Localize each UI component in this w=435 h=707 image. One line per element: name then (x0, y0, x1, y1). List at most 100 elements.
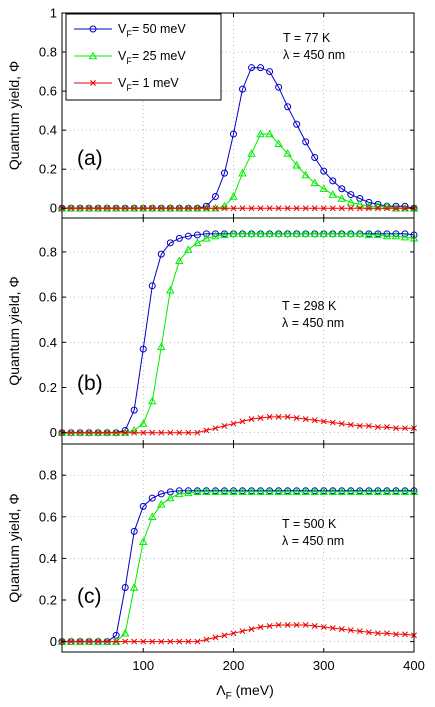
data-point-triangle (138, 419, 148, 427)
y-tick-label: 0.6 (39, 84, 57, 99)
data-point-x (302, 416, 309, 423)
y-tick-label: 0.8 (39, 45, 57, 60)
data-point-triangle (229, 487, 238, 496)
data-point-x (194, 429, 201, 436)
data-point-x (167, 638, 174, 645)
data-point-x (266, 413, 273, 420)
data-point-triangle (292, 229, 301, 238)
data-point-triangle (283, 487, 292, 496)
data-point-x (212, 634, 219, 641)
data-point-triangle (400, 487, 410, 496)
data-point-circle (374, 200, 382, 208)
data-point-triangle (184, 245, 193, 253)
data-point-x (68, 205, 74, 212)
x-tick-label: 400 (403, 658, 425, 673)
data-point-circle (338, 185, 346, 193)
data-point-circle (193, 231, 201, 239)
data-point-circle (139, 345, 147, 353)
condition-text: T = 77 K (283, 31, 331, 45)
data-point-circle (184, 487, 192, 495)
x-tick-label: 200 (223, 658, 245, 673)
data-point-x (311, 205, 318, 212)
data-point-circle (202, 230, 210, 238)
data-point-triangle (229, 229, 238, 238)
data-point-circle (401, 202, 409, 210)
data-point-x (104, 638, 111, 645)
data-point-x (392, 205, 399, 212)
data-point-triangle (364, 230, 374, 239)
data-point-circle (229, 130, 237, 138)
data-point-triangle (319, 229, 328, 238)
data-point-triangle (391, 231, 401, 240)
data-point-x (77, 638, 84, 645)
data-point-circle (220, 169, 228, 177)
data-point-x (293, 415, 300, 421)
condition-text: T = 298 K (282, 299, 337, 313)
legend-label-sub: F (126, 29, 132, 39)
data-point-triangle (247, 229, 256, 238)
x-tick-label: 300 (313, 658, 335, 673)
data-point-x (257, 205, 264, 212)
data-point-x (284, 622, 291, 628)
data-point-circle (130, 406, 138, 414)
legend-label: VF= 25 meV (118, 49, 186, 66)
data-point-x (275, 413, 282, 420)
data-point-x (248, 626, 255, 633)
y-tick-label: 0.6 (39, 290, 57, 305)
data-point-x (275, 622, 282, 628)
data-point-triangle (283, 149, 292, 157)
data-point-triangle (238, 487, 247, 496)
data-point-x (365, 629, 372, 636)
data-point-x (86, 205, 93, 212)
data-point-x (221, 205, 228, 212)
data-point-circle (275, 83, 283, 91)
y-tick-label: 0.2 (39, 593, 57, 608)
data-point-triangle (247, 149, 256, 157)
data-point-x (320, 205, 327, 212)
data-point-x (402, 425, 408, 432)
data-point-x (140, 429, 147, 436)
data-point-x (158, 638, 165, 645)
legend-label: VF= 1 meV (118, 76, 179, 93)
data-point-x (95, 205, 102, 212)
data-point-triangle (346, 487, 356, 496)
data-point-triangle (310, 178, 319, 187)
data-point-triangle (346, 229, 356, 238)
data-point-circle (302, 138, 310, 146)
panel-label: (a) (77, 147, 103, 170)
data-point-triangle (88, 51, 98, 60)
data-point-triangle (265, 487, 274, 496)
data-point-triangle (256, 487, 265, 496)
data-point-x (383, 205, 390, 212)
legend-label-sub: F (126, 83, 132, 93)
data-point-triangle (319, 487, 328, 496)
legend-label-rest: = 50 meV (132, 22, 187, 36)
data-point-triangle (184, 488, 193, 497)
data-point-triangle (292, 487, 301, 496)
data-point-triangle (301, 487, 310, 496)
data-point-circle (248, 64, 256, 72)
panel-label: (b) (77, 372, 103, 395)
data-point-x (203, 427, 210, 434)
data-point-x (176, 429, 183, 436)
data-point-triangle (220, 230, 229, 239)
data-point-triangle (265, 229, 274, 238)
data-point-triangle (310, 229, 319, 238)
data-point-circle (329, 177, 337, 185)
data-point-x (239, 628, 246, 635)
data-point-x (347, 205, 354, 212)
series-line (62, 624, 415, 643)
data-point-triangle (229, 192, 238, 200)
data-point-circle (130, 527, 138, 535)
data-point-x (122, 429, 129, 436)
data-point-circle (293, 120, 301, 128)
data-point-x (266, 623, 273, 629)
data-point-triangle (355, 199, 365, 208)
data-point-triangle (202, 233, 211, 242)
data-point-x (284, 413, 291, 420)
data-point-triangle (211, 487, 220, 496)
y-tick-label: 0.2 (39, 162, 57, 177)
data-point-triangle (274, 139, 283, 148)
data-point-x (68, 429, 74, 436)
